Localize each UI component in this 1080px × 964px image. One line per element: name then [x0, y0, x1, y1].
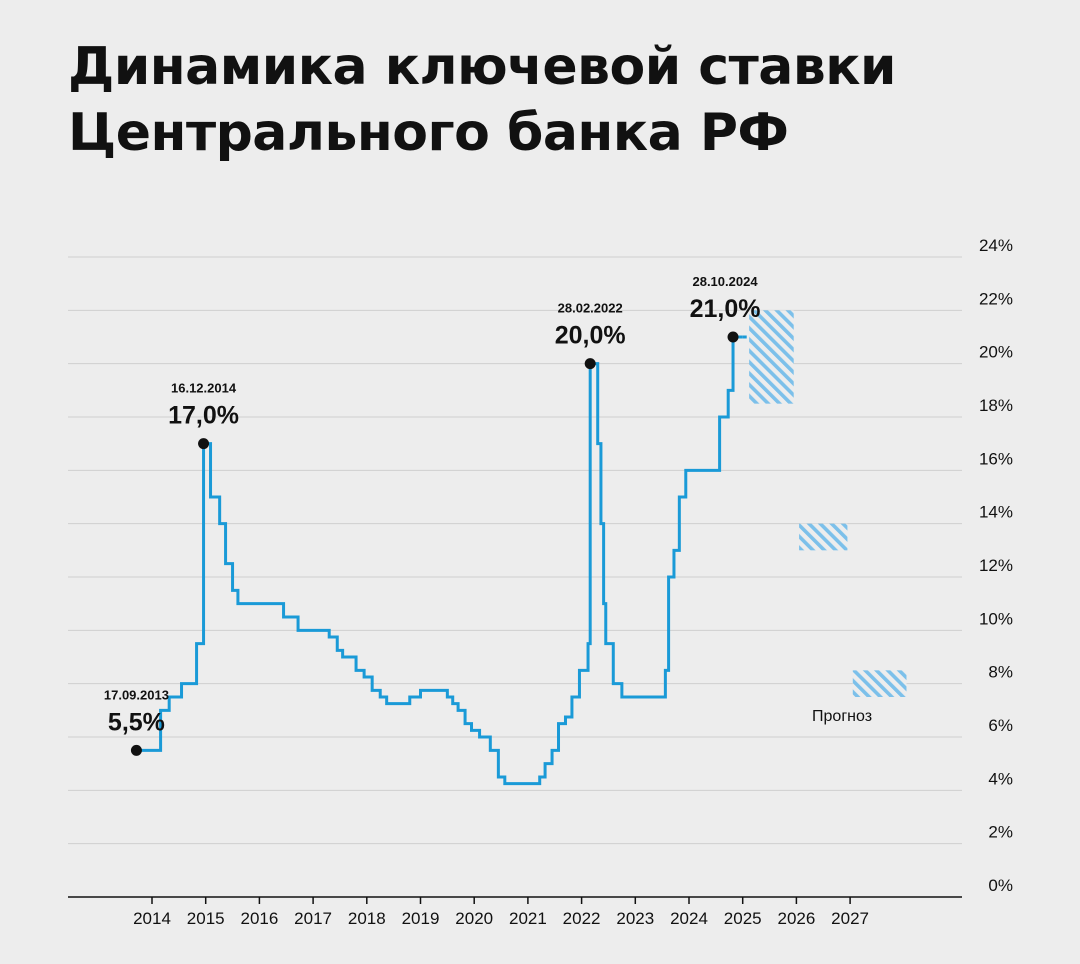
- x-tick-label: 2026: [777, 909, 815, 928]
- tick-labels: 0% 2% 4% 6% 8% 10% 12% 14% 16% 18% 20% 22% 24% 2014 20…: [133, 236, 1013, 928]
- forecast-range: [852, 670, 907, 697]
- y-tick-label: 14%: [979, 503, 1013, 522]
- annotation-date: 28.02.2022: [558, 301, 623, 316]
- annotation-value: 21,0%: [690, 295, 761, 323]
- x-tick-label: 2014: [133, 909, 171, 928]
- annotation-date: 28.10.2024: [692, 274, 758, 289]
- x-tick-label: 2017: [294, 909, 332, 928]
- forecast-range: [799, 523, 848, 551]
- forecast-label: Прогноз: [812, 708, 872, 725]
- chart-title: Динамика ключевой ставки Центрального ба…: [68, 34, 1028, 166]
- y-tick-label: 8%: [988, 663, 1013, 682]
- forecast-range: [749, 310, 794, 404]
- rate-series: [136, 335, 750, 786]
- annotation-dot: [198, 438, 210, 450]
- y-tick-label: 18%: [979, 396, 1013, 415]
- x-tick-label: 2021: [509, 909, 547, 928]
- y-tick-label: 2%: [988, 823, 1013, 842]
- annotation-dot: [130, 744, 142, 756]
- x-axis: [68, 896, 962, 904]
- chart-title-line-1: Динамика ключевой ставки: [68, 37, 896, 97]
- x-tick-label: 2019: [402, 909, 440, 928]
- y-tick-label: 16%: [979, 449, 1013, 468]
- x-tick-label: 2016: [240, 909, 278, 928]
- annotations: 17.09.2013 5,5% 16.12.2014 17,0% 28.02.2022 2…: [104, 274, 761, 756]
- annotation-dot: [727, 331, 739, 343]
- x-tick-label: 2020: [455, 909, 493, 928]
- annotation-dot: [584, 358, 596, 370]
- y-tick-label: 22%: [979, 289, 1013, 308]
- chart-title-line-2: Центрального банка РФ: [68, 103, 789, 163]
- y-tick-label: 10%: [979, 609, 1013, 628]
- y-tick-label: 12%: [979, 556, 1013, 575]
- y-tick-label: 24%: [979, 236, 1013, 255]
- annotation-value: 5,5%: [108, 708, 165, 736]
- annotation-value: 20,0%: [555, 322, 626, 350]
- annotation-date: 17.09.2013: [104, 687, 169, 702]
- x-tick-label: 2024: [670, 909, 708, 928]
- y-tick-label: 20%: [979, 343, 1013, 362]
- forecast-ranges: [749, 310, 907, 697]
- rate-line: [136, 335, 743, 786]
- x-tick-label: 2025: [724, 909, 762, 928]
- annotation-date: 16.12.2014: [171, 381, 237, 396]
- y-tick-label: 0%: [988, 876, 1013, 895]
- x-tick-label: 2022: [563, 909, 601, 928]
- x-tick-label: 2023: [616, 909, 654, 928]
- y-tick-label: 4%: [988, 769, 1013, 788]
- x-tick-label: 2018: [348, 909, 386, 928]
- annotation-value: 17,0%: [168, 402, 239, 430]
- y-tick-label: 6%: [988, 716, 1013, 735]
- x-tick-label: 2015: [187, 909, 225, 928]
- x-tick-label: 2027: [831, 909, 869, 928]
